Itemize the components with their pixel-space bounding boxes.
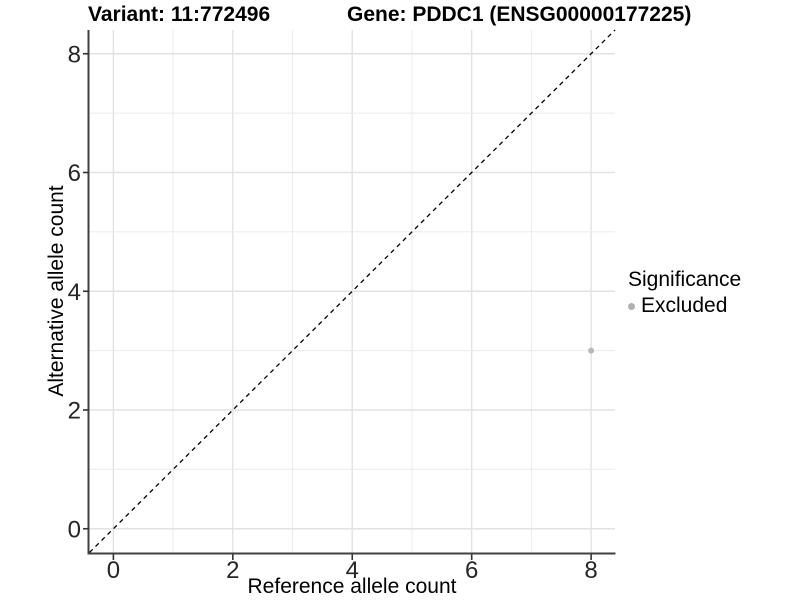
plot-title-gene: Gene: PDDC1 (ENSG00000177225) bbox=[347, 3, 692, 26]
legend-item-excluded: Excluded bbox=[628, 294, 741, 318]
y-tick-label: 8 bbox=[68, 41, 81, 68]
legend: Significance Excluded bbox=[628, 268, 741, 318]
y-tick-label: 0 bbox=[68, 516, 81, 543]
legend-key-dot-icon bbox=[628, 302, 635, 310]
legend-title: Significance bbox=[628, 268, 742, 291]
x-tick-label: 2 bbox=[226, 557, 239, 584]
legend-item-label: Excluded bbox=[641, 294, 728, 317]
y-axis-title: Alternative allele count bbox=[45, 185, 68, 397]
y-tick-label: 4 bbox=[68, 279, 81, 306]
x-axis-title: Reference allele count bbox=[247, 575, 457, 598]
y-tick-label: 2 bbox=[68, 398, 81, 425]
plot-title-variant: Variant: 11:772496 bbox=[88, 3, 271, 26]
x-tick-label: 4 bbox=[346, 557, 359, 584]
data-point bbox=[588, 347, 595, 354]
y-tick-label: 6 bbox=[68, 160, 81, 187]
x-tick-label: 0 bbox=[107, 557, 120, 584]
x-tick-label: 8 bbox=[584, 557, 597, 584]
x-tick-label: 6 bbox=[465, 557, 478, 584]
